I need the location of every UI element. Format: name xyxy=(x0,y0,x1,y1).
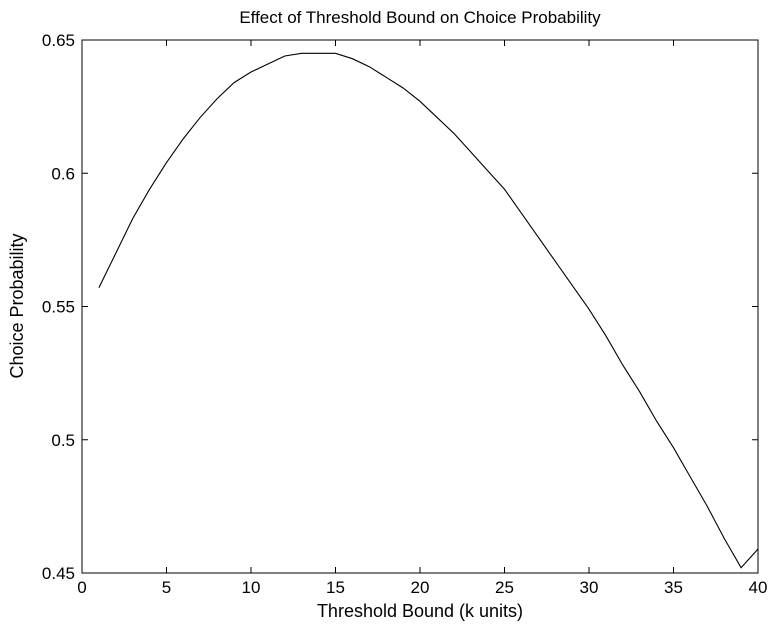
x-tick-label: 30 xyxy=(580,578,599,597)
x-tick-label: 15 xyxy=(326,578,345,597)
y-tick-label: 0.65 xyxy=(42,31,75,50)
plot-area xyxy=(81,39,759,574)
x-tick-label: 0 xyxy=(77,578,86,597)
y-tick-label: 0.6 xyxy=(51,164,75,183)
series-line xyxy=(98,52,759,569)
x-tick-label: 35 xyxy=(664,578,683,597)
chart-title: Effect of Threshold Bound on Choice Prob… xyxy=(239,8,601,27)
x-tick-label: 20 xyxy=(411,578,430,597)
axis-ticks: 0 5 10 15 20 25 30 35 40 0.45 0.5 0.55 0.6 0.65 xyxy=(42,31,768,597)
data-series xyxy=(98,52,759,569)
y-axis-label: Choice Probability xyxy=(7,233,27,378)
x-axis-label: Threshold Bound (k units) xyxy=(317,601,523,621)
y-tick-label: 0.5 xyxy=(51,431,75,450)
y-tick-label: 0.55 xyxy=(42,298,75,317)
x-tick-label: 5 xyxy=(162,578,171,597)
x-tick-label: 10 xyxy=(242,578,261,597)
x-tick-label: 40 xyxy=(749,578,768,597)
y-tick-label: 0.45 xyxy=(42,564,75,583)
x-tick-label: 25 xyxy=(495,578,514,597)
